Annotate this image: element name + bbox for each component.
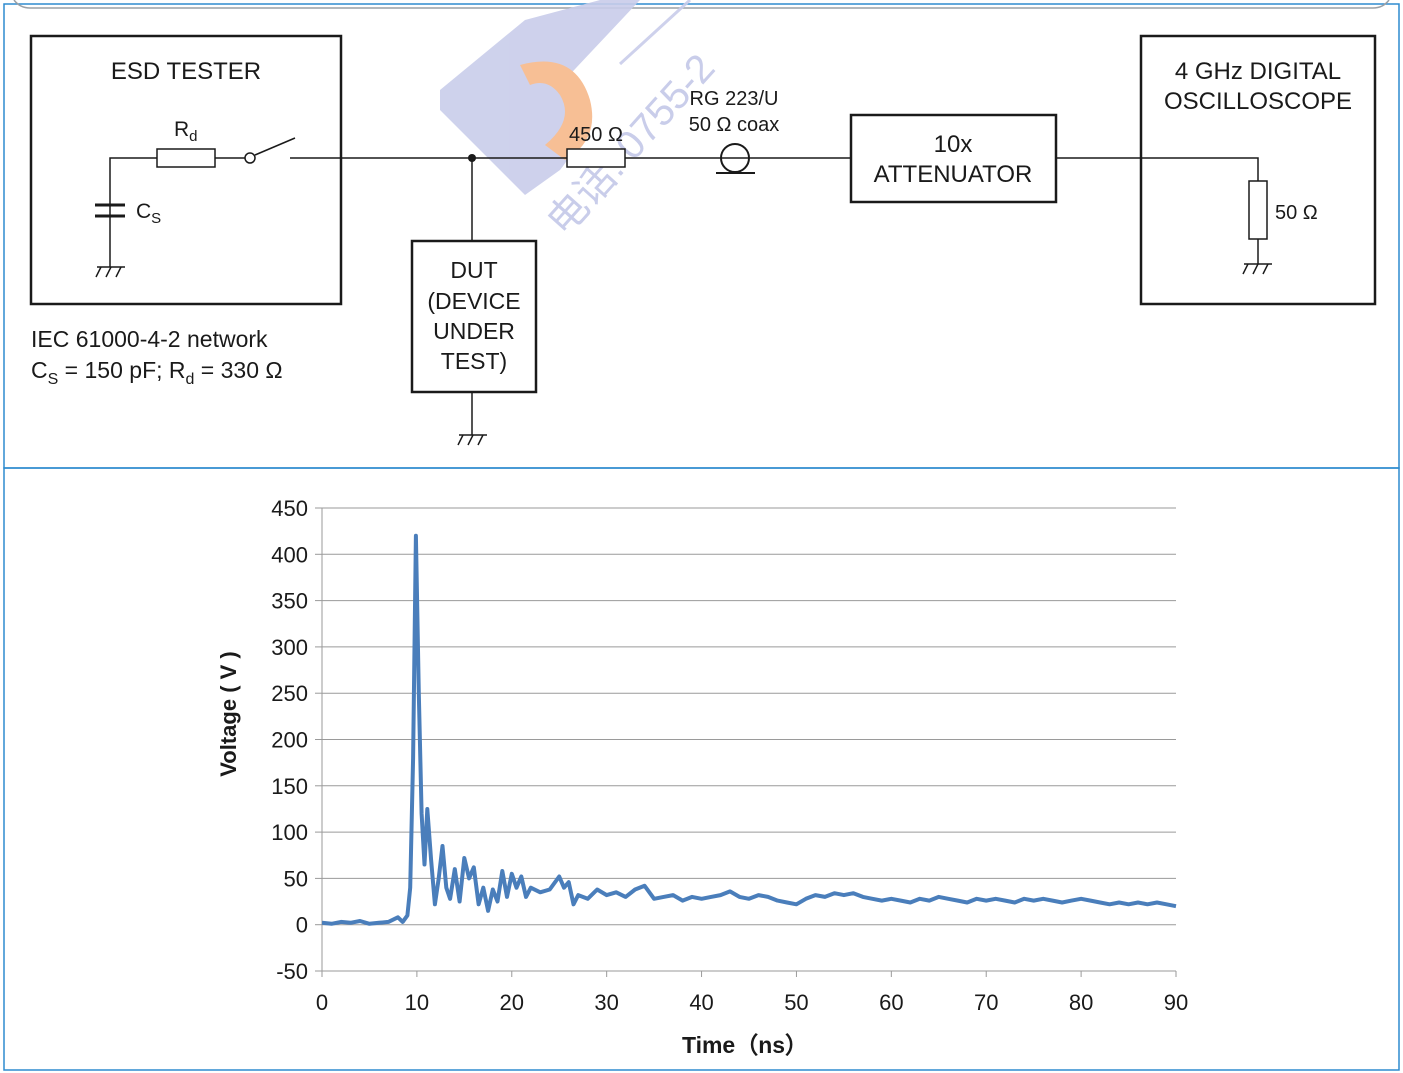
switch-blade: [254, 137, 296, 156]
x-tick-label: 60: [879, 990, 903, 1015]
dut-line3: UNDER: [433, 318, 515, 344]
termination-label: 50 Ω: [1275, 202, 1318, 224]
y-tick-label: 400: [271, 542, 308, 567]
coax-symbol: [716, 143, 755, 174]
dut-line4: TEST): [441, 348, 507, 374]
watermark-logo-blue: [440, 0, 640, 195]
y-tick-label: 350: [271, 589, 308, 614]
oscilloscope-line2: OSCILLOSCOPE: [1164, 88, 1352, 115]
oscilloscope-line1: 4 GHz DIGITAL: [1175, 58, 1341, 85]
x-tick-label: 90: [1164, 990, 1188, 1015]
x-tick-label: 50: [784, 990, 808, 1015]
watermark-logo-orange: [520, 61, 593, 160]
x-tick-label: 40: [689, 990, 713, 1015]
y-tick-label: -50: [276, 959, 308, 984]
switch-pivot: [244, 152, 256, 164]
network-note-line2: CS = 150 pF; Rd = 330 Ω: [31, 357, 283, 388]
x-tick-label: 80: [1069, 990, 1093, 1015]
attenuator-line1: 10x: [934, 131, 973, 158]
esd-tester-box: [29, 34, 343, 306]
dut: DUT (DEVICE UNDER TEST): [410, 239, 538, 446]
voltage-series-line: [321, 533, 1177, 926]
watermark-logo: [440, 0, 692, 195]
series-resistor-label: 450 Ω: [569, 124, 623, 146]
dut-line2: (DEVICE: [427, 288, 520, 314]
x-tick-label: 30: [594, 990, 618, 1015]
y-tick-label: 450: [271, 496, 308, 521]
attenuator-box: [849, 113, 1058, 204]
y-tick-label: 300: [271, 635, 308, 660]
chart-x-tick-labels: 0 10 20 30 40 50 60 70 80 90: [316, 990, 1188, 1015]
watermark-stroke: [618, 0, 692, 66]
esd-tester-title: ESD TESTER: [111, 58, 261, 85]
network-note-line1: IEC 61000-4-2 network: [31, 326, 268, 352]
esd-ground-symbol: [95, 266, 125, 278]
coax-label-line2: 50 Ω coax: [689, 114, 780, 136]
x-tick-label: 10: [405, 990, 429, 1015]
top-frame-rounded-edge: [13, 0, 1390, 9]
voltage-chart: -50 0 50 100 150 200 250 300 350 400 450 0 10 20 30 40…: [216, 496, 1188, 1058]
y-tick-label: 200: [271, 728, 308, 753]
y-tick-label: 0: [296, 913, 308, 938]
dut-ground-symbol: [457, 434, 487, 446]
chart-xlabel: Time（ns）: [682, 1032, 808, 1058]
x-tick-label: 70: [974, 990, 998, 1015]
y-tick-label: 150: [271, 774, 308, 799]
x-tick-label: 0: [316, 990, 328, 1015]
cs-label: CS: [136, 200, 161, 227]
chart-series-group: [321, 533, 1177, 926]
scope-input-wire: [1056, 157, 1259, 181]
dut-box: [410, 239, 538, 394]
y-tick-label: 250: [271, 681, 308, 706]
dut-line1: DUT: [450, 257, 497, 283]
rd-resistor: [156, 148, 216, 168]
oscilloscope: 4 GHz DIGITAL OSCILLOSCOPE 50 Ω: [1139, 34, 1377, 306]
esd-tester: ESD TESTER Rd CS: [29, 34, 343, 306]
chart-axes: [315, 507, 1177, 977]
termination-resistor: [1248, 180, 1268, 240]
y-tick-label: 50: [284, 866, 308, 891]
cs-wire: [109, 157, 157, 267]
y-tick-label: 100: [271, 820, 308, 845]
series-resistor-450: [566, 148, 626, 168]
attenuator-line2: ATTENUATOR: [874, 161, 1033, 188]
coax-label-line1: RG 223/U: [690, 88, 779, 110]
scope-ground-symbol: [1242, 263, 1272, 275]
chart-gridlines: [322, 507, 1176, 926]
oscilloscope-box: [1139, 34, 1377, 306]
x-tick-label: 20: [500, 990, 524, 1015]
chart-ylabel: Voltage ( V ): [216, 651, 241, 777]
rd-label: Rd: [174, 118, 198, 145]
chart-y-tick-labels: -50 0 50 100 150 200 250 300 350 400 450: [271, 496, 308, 984]
chart-panel-frame: [3, 467, 1400, 1071]
